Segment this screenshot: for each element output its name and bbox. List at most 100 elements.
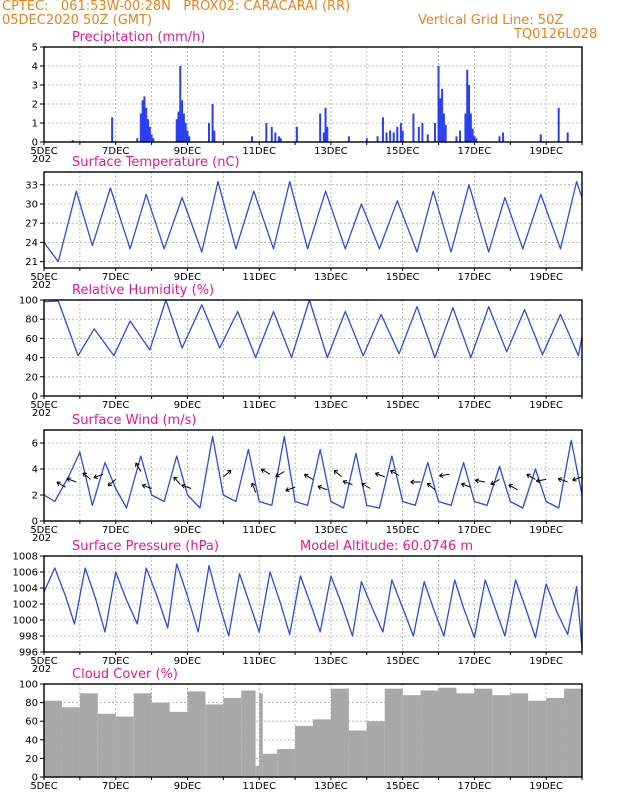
panel-3-ytick-label: 0 [32, 392, 38, 403]
panel-5-ytick-label: 1006 [13, 568, 38, 579]
panel-5-frame [43, 555, 583, 653]
panel-4-ytick-label: 0 [32, 517, 38, 528]
precip-bar [279, 138, 282, 142]
precip-bar [274, 132, 277, 142]
precip-bar [211, 104, 214, 142]
precip-bar [473, 136, 476, 142]
panel-4-xtick-label: 13DEC [314, 525, 348, 536]
panel-5-ytick-label: 1008 [13, 552, 38, 563]
precip-bar [152, 138, 155, 142]
panel-5-xtick-label: 19DEC [529, 656, 563, 667]
panel-3-xtick-label: 9DEC [174, 400, 201, 411]
panel-6-ytick-label: 0 [32, 773, 38, 784]
precip-bar [111, 117, 114, 142]
precip-bar [148, 126, 151, 142]
panel-1-xtick-label: 7DEC [102, 146, 129, 157]
panel-6-ytick-label: 100 [19, 680, 38, 691]
wind-arrow-shaft [558, 478, 568, 483]
precip-bar [455, 136, 458, 142]
panel-3-series-line [43, 299, 583, 359]
header-line1: CPTEC: 061:53W-00:28N PROX02: CARACARAI … [2, 0, 351, 14]
wind-arrow-shaft [508, 484, 518, 491]
precip-bar [324, 107, 327, 142]
precip-bar [182, 113, 185, 142]
panel-2-frame [43, 171, 583, 269]
precip-bar [399, 123, 402, 142]
panel-1-xtick-label: 13DEC [314, 146, 348, 157]
precip-bar [389, 130, 392, 142]
wind-arrow-head [250, 482, 256, 488]
wind-arrow-shaft [317, 485, 328, 491]
panel-4-xtick-label: 15DEC [386, 525, 420, 536]
precip-bar [566, 132, 569, 142]
panel-4-year-stub: 202 [32, 533, 51, 544]
wind-arrow-shaft [93, 473, 104, 479]
precip-bar [319, 113, 322, 142]
panel-3-xtick-label: 19DEC [529, 400, 563, 411]
cloud-cover-bar [223, 697, 242, 777]
panel-3-ytick-label: 40 [25, 353, 38, 364]
precip-bar [186, 130, 189, 142]
wind-arrow-head [508, 484, 513, 489]
wind-arrow-shaft [107, 479, 117, 487]
wind-arrow-shaft [261, 468, 271, 475]
panel-3-ytick-label: 80 [25, 315, 38, 326]
panel-2-title: Surface Temperature (nC) [72, 155, 240, 170]
header-line2-right: Vertical Grid Line: 50Z [418, 13, 564, 28]
wind-arrow-shaft [475, 479, 486, 483]
panel-2-ytick-label: 33 [25, 180, 38, 191]
wind-arrow-shaft [135, 462, 142, 472]
wind-arrow-shaft [490, 478, 500, 485]
wind-arrow-head [557, 477, 563, 483]
wind-arrow-head [56, 481, 61, 486]
panel-6-ytick-label: 20 [25, 754, 38, 765]
precip-bar [466, 69, 469, 142]
precip-bar [71, 140, 74, 142]
panel-1-ytick-label: 4 [32, 62, 38, 73]
wind-arrow-shaft [439, 473, 450, 477]
wind-arrow-head [66, 477, 71, 483]
wind-arrow-head [173, 476, 178, 481]
precip-bar [347, 136, 350, 142]
precip-bar [145, 107, 148, 142]
cloud-cover-bar [348, 730, 367, 777]
wind-arrow-head [303, 473, 309, 479]
wind-arrow-head [82, 472, 87, 477]
precip-bar [396, 126, 399, 142]
panel-2-xtick-label: 7DEC [102, 272, 129, 283]
panel-1-xtick-label: 19DEC [529, 146, 563, 157]
wind-arrow-head [410, 479, 415, 485]
panel-2-xtick-label: 17DEC [458, 272, 492, 283]
precip-bar [143, 96, 146, 142]
wind-arrow-head [342, 479, 348, 485]
wind-arrow-shaft [223, 469, 232, 478]
precip-bar [270, 126, 273, 142]
panel-1-year-stub: 202 [32, 154, 51, 165]
panel-3-ytick-label: 100 [19, 296, 38, 307]
panel-6-xtick-label: 9DEC [174, 781, 201, 792]
panel-4-xtick-label: 7DEC [102, 525, 129, 536]
cloud-cover-bar [313, 719, 331, 777]
panel-3-xtick-label: 15DEC [386, 400, 420, 411]
panel-3-ytick-label: 20 [25, 372, 38, 383]
wind-arrow-shaft [536, 478, 547, 482]
precip-bar [437, 66, 440, 142]
cloud-cover-bar [262, 753, 278, 777]
cloud-cover-bar [492, 695, 511, 777]
panel-4-xtick-label: 9DEC [174, 525, 201, 536]
wind-arrow-head [275, 472, 280, 478]
panel-5-ytick-label: 1002 [13, 600, 38, 611]
panel-4-xtick-label: 17DEC [458, 525, 492, 536]
panel-4-ytick-label: 2 [32, 491, 38, 502]
wind-arrow-shaft [390, 470, 400, 476]
wind-arrow-head [93, 474, 98, 479]
panel-5-xtick-label: 15DEC [386, 656, 420, 667]
cloud-cover-bar [97, 713, 116, 777]
precip-bar [392, 132, 395, 142]
panel-4-xtick-label: 11DEC [242, 525, 276, 536]
panel-2-ytick-label: 21 [25, 257, 38, 268]
panel-1-xtick-label: 5DEC [30, 146, 57, 157]
panel-3-frame [43, 299, 583, 397]
wind-arrow-shaft [572, 476, 583, 481]
